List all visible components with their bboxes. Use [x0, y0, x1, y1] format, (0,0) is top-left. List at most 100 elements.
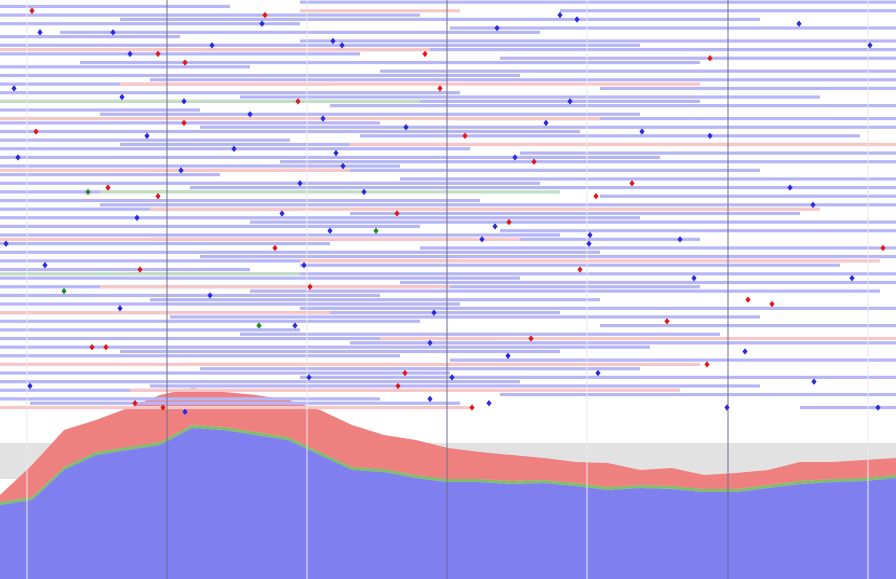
event-marker — [132, 400, 138, 407]
event-marker — [593, 193, 599, 200]
interval — [0, 198, 480, 203]
interval — [0, 173, 220, 177]
interval — [0, 138, 290, 142]
interval — [60, 30, 540, 34]
interval — [0, 129, 580, 134]
interval — [0, 276, 520, 280]
event-marker — [691, 274, 697, 282]
interval — [500, 229, 896, 233]
event-marker — [340, 162, 346, 170]
interval — [600, 194, 896, 198]
event-marker — [528, 335, 534, 342]
event-marker — [27, 382, 33, 390]
interval — [380, 69, 896, 73]
event-marker — [664, 318, 670, 325]
event-marker — [469, 404, 475, 411]
event-marker — [85, 188, 91, 196]
event-marker — [182, 59, 188, 66]
event-marker — [745, 296, 751, 303]
event-marker — [742, 348, 748, 355]
interval — [350, 142, 896, 147]
event-marker — [37, 29, 43, 36]
interval — [150, 384, 760, 388]
event-marker — [403, 124, 409, 131]
event-marker — [295, 98, 301, 105]
event-marker — [810, 201, 816, 209]
event-marker — [567, 98, 573, 105]
interval — [0, 242, 330, 246]
interval — [240, 95, 820, 99]
event-marker — [677, 236, 683, 243]
area — [0, 428, 896, 579]
area — [0, 388, 896, 502]
interval — [800, 405, 896, 410]
interval — [0, 13, 420, 17]
event-marker — [15, 154, 21, 161]
event-marker — [875, 404, 881, 411]
event-marker — [127, 50, 133, 58]
event-marker — [327, 227, 333, 234]
event-marker — [494, 24, 500, 32]
event-marker — [707, 132, 713, 140]
event-marker — [486, 400, 492, 407]
event-marker — [557, 11, 563, 19]
interval — [0, 155, 660, 160]
interval — [0, 73, 520, 78]
event-marker — [422, 50, 428, 58]
interval — [130, 272, 896, 276]
interval — [0, 108, 200, 112]
event-marker — [61, 287, 67, 295]
interval — [100, 285, 450, 289]
event-marker — [181, 119, 187, 127]
interval — [0, 168, 350, 172]
interval — [330, 104, 896, 108]
interval — [150, 298, 600, 302]
interval — [300, 306, 896, 310]
interval — [0, 181, 540, 185]
event-marker — [361, 188, 367, 196]
event-marker — [431, 309, 437, 316]
event-marker — [29, 7, 35, 14]
event-marker — [103, 343, 109, 351]
interval — [130, 388, 680, 392]
interval — [240, 332, 720, 336]
interval — [0, 328, 300, 332]
event-marker — [33, 128, 39, 135]
event-marker — [462, 132, 468, 140]
event-marker — [105, 184, 111, 191]
interval — [0, 116, 600, 121]
interval — [450, 116, 896, 121]
event-marker — [11, 85, 17, 92]
interval — [200, 367, 640, 371]
interval — [0, 164, 400, 168]
interval — [600, 323, 896, 328]
interval — [30, 401, 460, 405]
event-marker — [395, 382, 401, 390]
event-marker — [574, 16, 580, 23]
event-marker — [279, 210, 285, 217]
interval — [0, 35, 180, 39]
interval — [0, 267, 250, 272]
event-marker — [704, 361, 710, 368]
interval — [150, 78, 896, 82]
event-marker — [117, 305, 123, 312]
interval — [0, 43, 640, 47]
event-marker — [849, 274, 855, 282]
interval — [0, 311, 330, 315]
event-marker — [531, 158, 537, 165]
event-marker — [512, 154, 518, 161]
event-marker — [256, 322, 262, 329]
interval — [380, 336, 896, 341]
interval — [300, 39, 896, 43]
interval — [300, 0, 896, 4]
interval — [450, 358, 896, 362]
interval — [0, 233, 560, 237]
interval — [190, 185, 896, 190]
event-marker — [639, 128, 645, 135]
event-marker — [333, 149, 339, 157]
interval — [0, 91, 460, 95]
event-marker — [769, 300, 775, 308]
interval — [0, 250, 600, 254]
interval — [0, 272, 300, 276]
